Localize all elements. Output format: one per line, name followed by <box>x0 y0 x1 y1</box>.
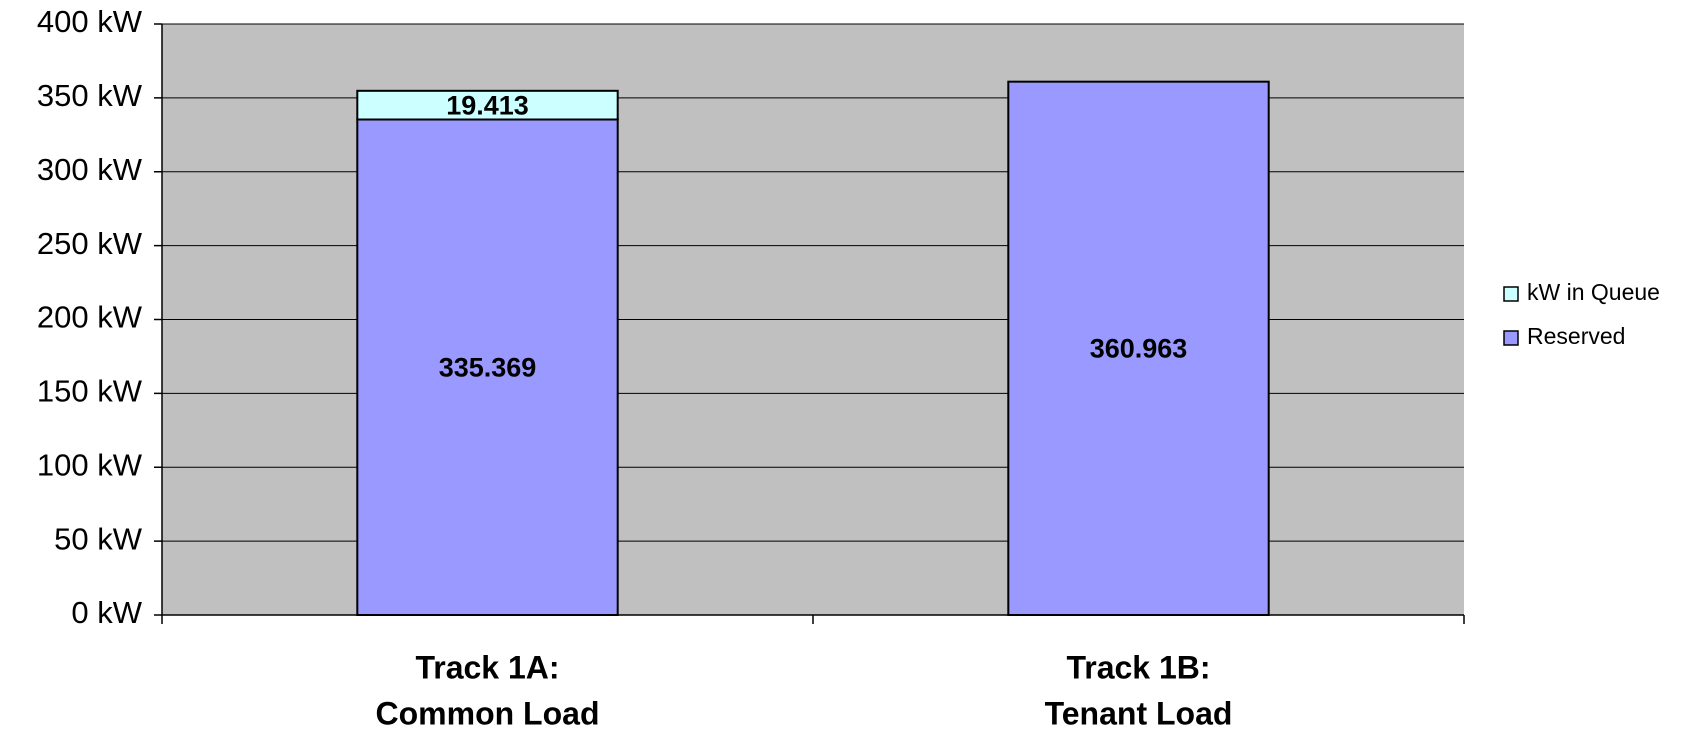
bar-segment <box>356 118 619 616</box>
legend-label: Reserved <box>1527 323 1625 349</box>
value-label: 19.413 <box>446 90 529 120</box>
x-tick-label: Track 1B: <box>1066 649 1210 685</box>
x-tick-label: Common Load <box>376 695 600 731</box>
y-tick-label: 400 kW <box>37 4 143 39</box>
legend-swatch <box>1503 330 1519 346</box>
y-tick-label: 50 kW <box>54 521 143 556</box>
value-label: 335.369 <box>439 352 537 382</box>
bar-segment <box>356 89 619 121</box>
bar-segment <box>1007 80 1270 616</box>
y-tick-label: 300 kW <box>37 152 143 187</box>
y-tick-label: 200 kW <box>37 300 143 335</box>
x-tick-label: Track 1A: <box>415 649 559 685</box>
y-tick-label: 350 kW <box>37 78 143 113</box>
y-tick-label: 250 kW <box>37 226 143 261</box>
y-tick-label: 100 kW <box>37 447 143 482</box>
y-tick-label: 150 kW <box>37 374 143 409</box>
legend-swatch <box>1503 286 1519 302</box>
legend-label: kW in Queue <box>1527 279 1660 305</box>
y-tick-label: 0 kW <box>71 595 142 630</box>
x-tick-label: Tenant Load <box>1045 695 1233 731</box>
value-label: 360.963 <box>1090 333 1188 363</box>
